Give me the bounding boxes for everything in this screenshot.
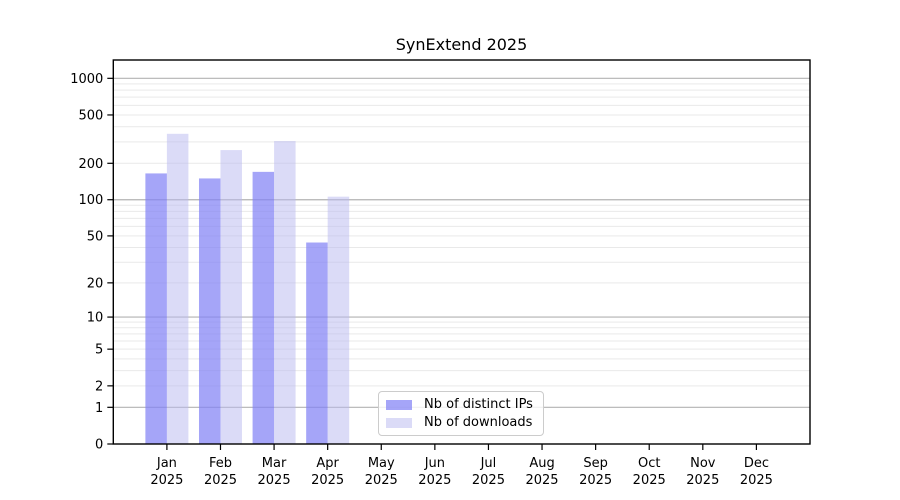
x-tick-label-year: 2025 (204, 473, 237, 488)
y-tick-label: 200 (78, 157, 103, 172)
chart-title: SynExtend 2025 (395, 35, 528, 54)
y-tick-label: 5 (95, 343, 103, 358)
y-tick-label: 100 (78, 193, 103, 208)
y-tick-label: 1 (95, 401, 103, 416)
bar-downloads-feb (220, 150, 242, 445)
x-tick-label-month: Sep (583, 456, 608, 471)
legend-item-downloads: Nb of downloads (386, 415, 533, 430)
x-tick-label-year: 2025 (150, 473, 183, 488)
x-tick-label-month: Oct (638, 456, 660, 471)
legend-swatch-downloads (386, 417, 412, 428)
x-tick-label-month: Apr (316, 456, 339, 471)
bar-downloads-mar (274, 141, 296, 445)
legend-label-downloads: Nb of downloads (424, 415, 533, 430)
y-tick-label: 20 (87, 276, 104, 291)
x-tick-label-year: 2025 (472, 473, 505, 488)
x-tick-label-month: May (368, 456, 395, 471)
y-tick-label: 10 (87, 311, 104, 326)
legend-label-distinct-ips: Nb of distinct IPs (424, 397, 533, 412)
x-tick-label-year: 2025 (418, 473, 451, 488)
x-tick-label-year: 2025 (579, 473, 612, 488)
x-tick-label-month: Feb (209, 456, 232, 471)
x-tick-label-year: 2025 (686, 473, 719, 488)
bar-distinct-ips-feb (198, 178, 221, 445)
bar-distinct-ips-mar (252, 171, 275, 445)
y-tick-label: 50 (87, 229, 104, 244)
legend: Nb of distinct IPs Nb of downloads (378, 391, 544, 436)
y-tick-label: 500 (78, 108, 103, 123)
x-tick-label-year: 2025 (311, 473, 344, 488)
bar-distinct-ips-apr (306, 242, 328, 444)
x-tick-label-month: Jul (480, 456, 497, 471)
x-tick-label-year: 2025 (365, 473, 398, 488)
x-tick-label-month: Jun (424, 456, 445, 471)
legend-swatch-distinct-ips (386, 399, 412, 410)
legend-item-distinct-ips: Nb of distinct IPs (386, 397, 533, 412)
x-tick-label-year: 2025 (633, 473, 666, 488)
x-tick-label-month: Dec (744, 456, 769, 471)
y-tick-label: 1000 (70, 72, 103, 87)
x-tick-label-year: 2025 (740, 473, 773, 488)
plot-frame (112, 59, 811, 445)
x-tick-label-month: Jan (156, 456, 177, 471)
y-tick-label: 2 (95, 379, 103, 394)
y-tick-label: 0 (95, 438, 103, 453)
x-tick-label-month: Mar (262, 456, 287, 471)
bar-distinct-ips-jan (145, 173, 167, 445)
bar-downloads-apr (327, 196, 350, 444)
x-tick-label-year: 2025 (525, 473, 558, 488)
x-tick-label-month: Aug (529, 456, 554, 471)
x-tick-label-month: Nov (690, 456, 716, 471)
x-tick-label-year: 2025 (258, 473, 291, 488)
bar-downloads-jan (166, 133, 189, 444)
